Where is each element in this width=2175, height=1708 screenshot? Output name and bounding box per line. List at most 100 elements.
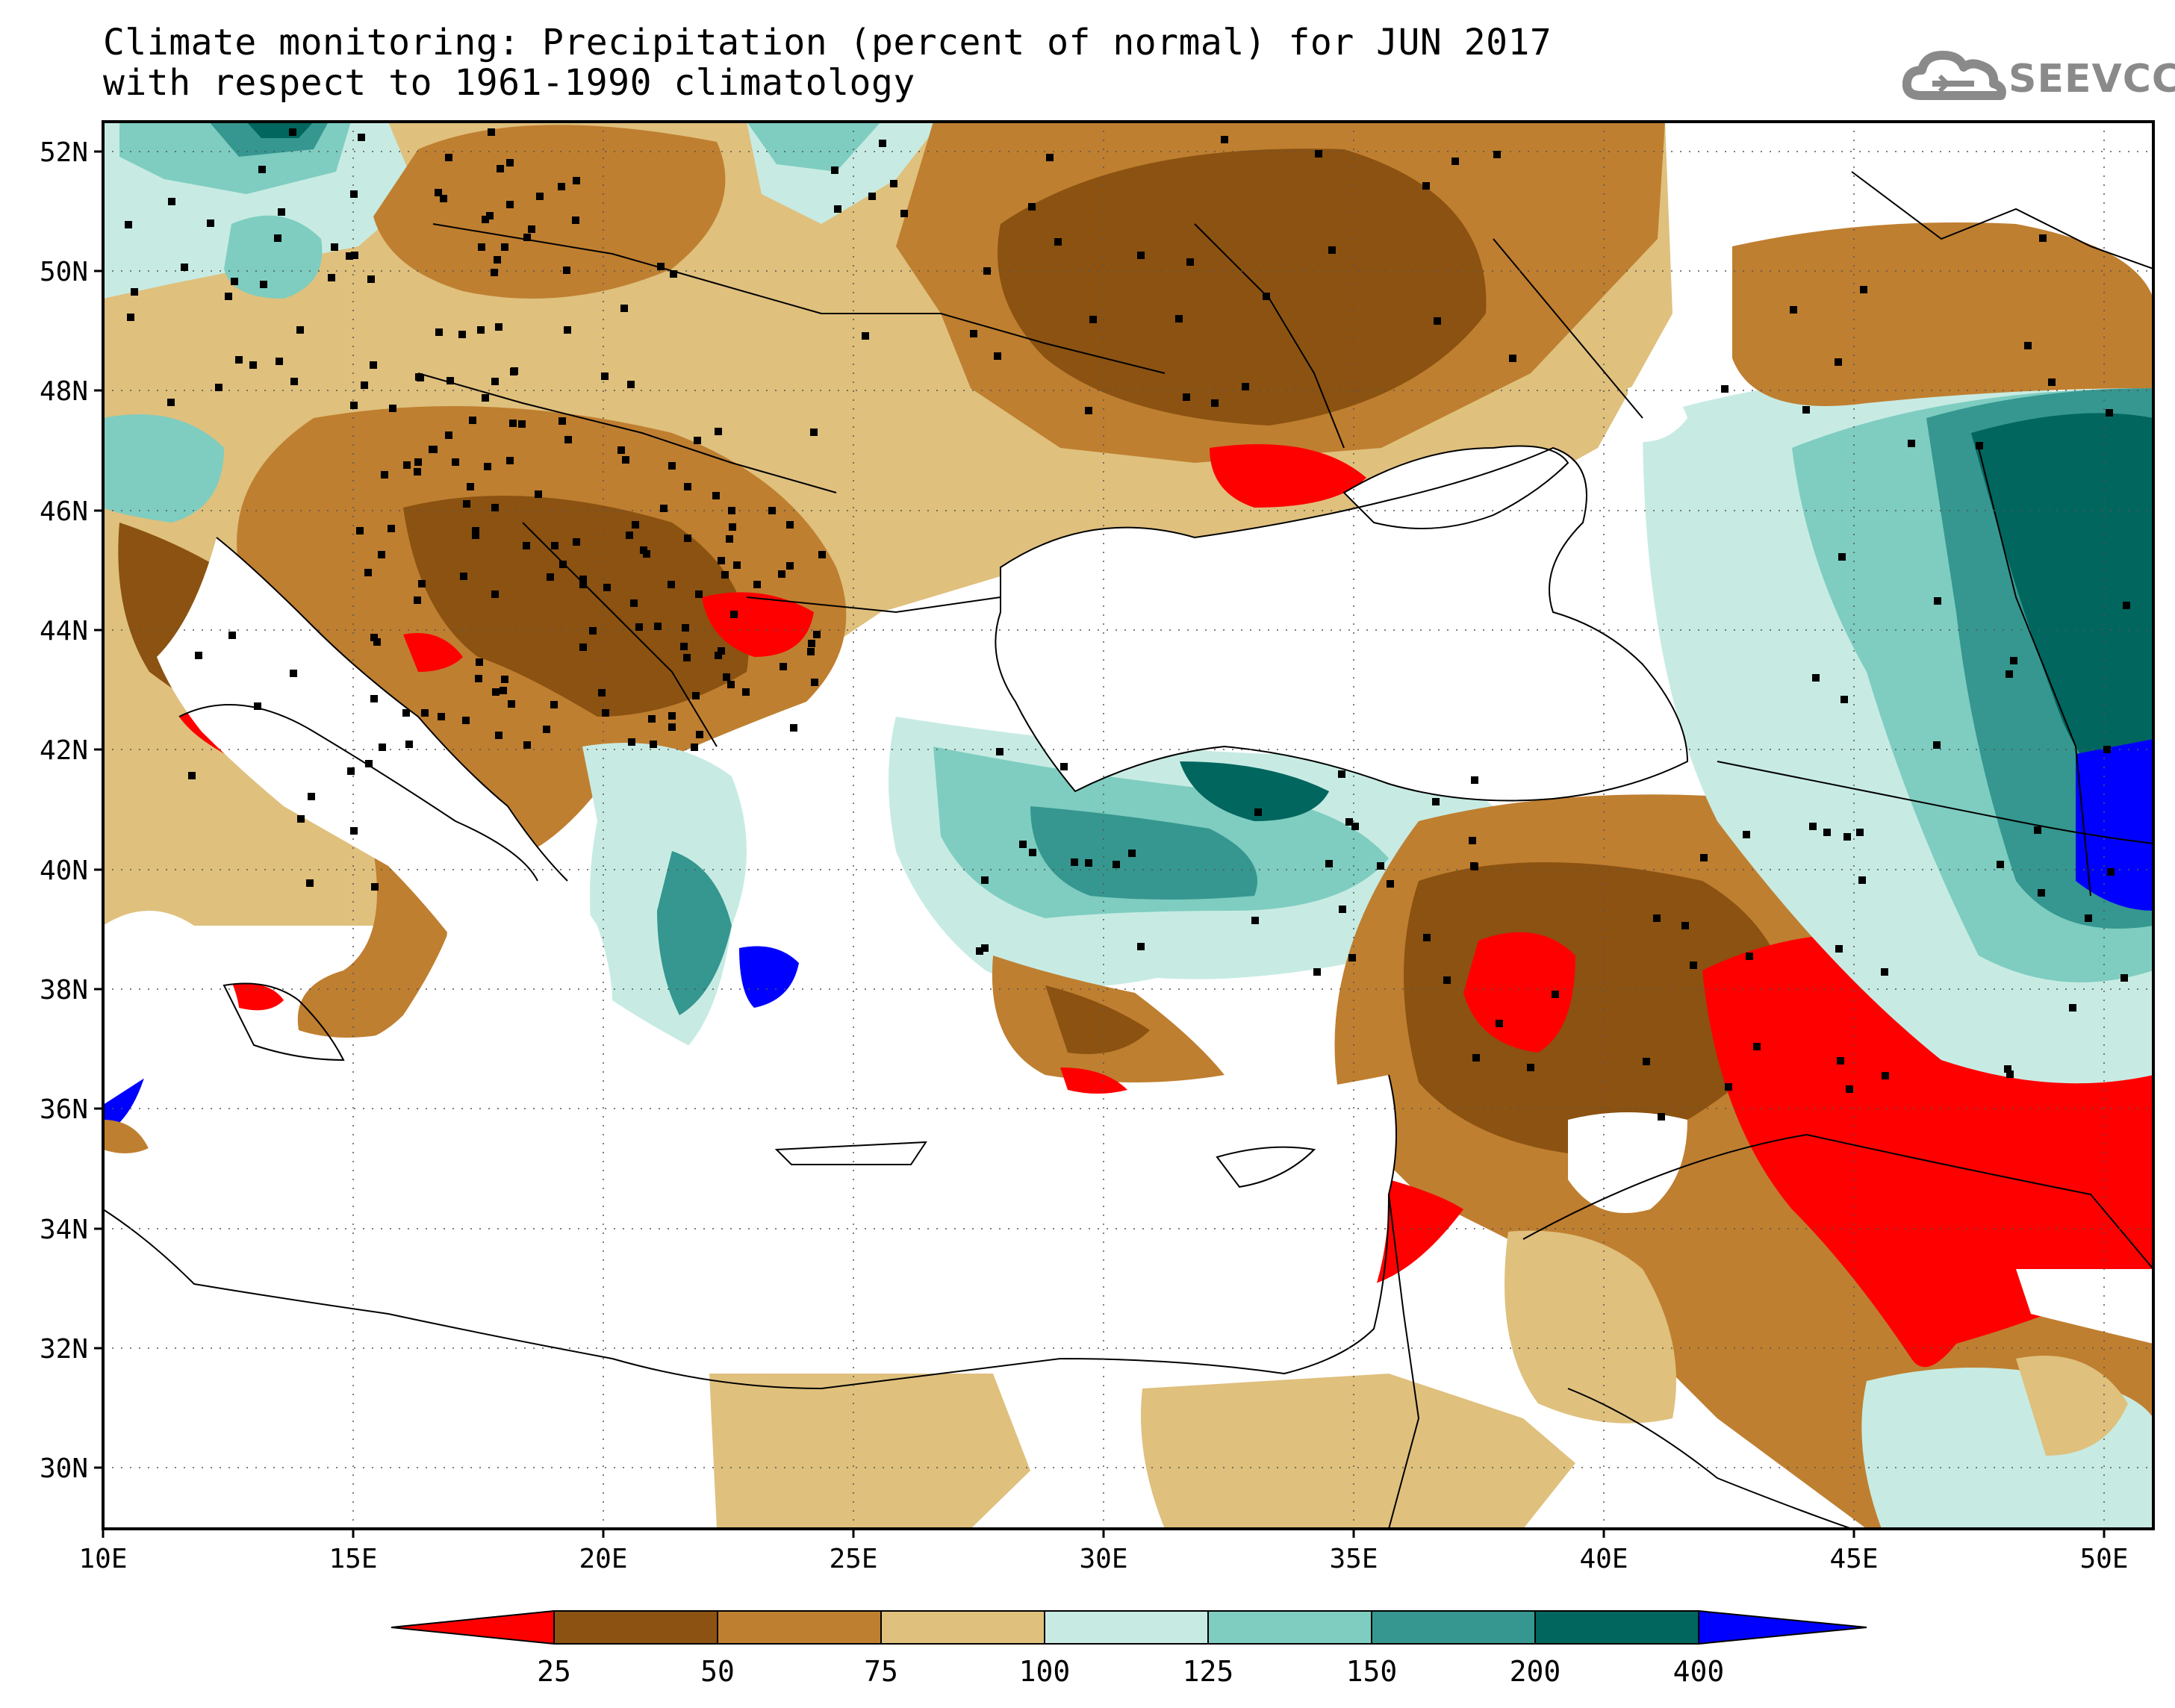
station-marker [497, 165, 504, 172]
station-marker [994, 352, 1001, 360]
station-marker [718, 557, 725, 564]
station-marker [484, 463, 491, 470]
station-marker [1681, 922, 1689, 929]
lon-label-25e: 25E [829, 1544, 877, 1574]
station-marker [1175, 315, 1183, 322]
station-marker [1071, 858, 1078, 866]
lat-label-36n: 36N [40, 1094, 88, 1125]
station-marker [207, 219, 214, 227]
station-marker [1254, 808, 1262, 816]
lat-label-44n: 44N [40, 616, 88, 646]
station-marker [1933, 741, 1941, 749]
station-marker [1843, 833, 1851, 841]
station-marker [1700, 854, 1708, 861]
station-marker [365, 760, 373, 767]
station-marker [890, 180, 897, 187]
station-marker [981, 876, 989, 884]
station-marker [2085, 914, 2092, 922]
station-marker [2120, 974, 2128, 982]
colorbar-50-75 [717, 1610, 882, 1645]
station-marker [1790, 306, 1797, 314]
station-marker [723, 673, 730, 681]
lat-label-32n: 32N [40, 1334, 88, 1365]
station-marker [729, 523, 736, 531]
station-marker [1422, 182, 1430, 190]
station-marker [810, 428, 818, 436]
station-marker [1019, 841, 1027, 848]
sea-areas [103, 384, 2153, 1359]
lat-label-52n: 52N [40, 137, 88, 168]
station-marker [1128, 850, 1136, 857]
station-marker [668, 581, 675, 588]
colorbar-125-150 [1207, 1610, 1372, 1645]
station-marker [370, 695, 378, 702]
station-marker [478, 243, 485, 251]
station-marker [367, 275, 375, 283]
station-marker [1060, 763, 1068, 770]
station-marker [564, 326, 571, 334]
station-marker [1860, 286, 1867, 293]
station-marker [1029, 849, 1036, 856]
station-marker [418, 580, 426, 587]
station-marker [472, 532, 479, 539]
station-marker [131, 288, 138, 296]
station-marker [1469, 837, 1476, 844]
station-marker [1387, 880, 1394, 888]
station-marker [786, 562, 794, 570]
station-marker [695, 590, 703, 598]
station-marker [1325, 860, 1333, 867]
station-marker [1725, 1083, 1732, 1091]
station-marker [1377, 862, 1384, 870]
station-marker [289, 128, 296, 136]
colorbar-label-150: 150 [1346, 1655, 1398, 1688]
station-marker [559, 561, 567, 568]
precipitation-field [103, 122, 2153, 1529]
station-marker [1908, 440, 1915, 447]
lon-label-50e: 50E [2079, 1544, 2128, 1574]
station-marker [1509, 355, 1516, 362]
station-marker [660, 505, 668, 512]
station-marker [445, 431, 452, 439]
station-marker [469, 417, 476, 424]
station-marker [1470, 862, 1478, 870]
station-marker [2024, 342, 2032, 349]
station-marker [381, 471, 388, 479]
station-marker [511, 367, 518, 375]
station-marker [370, 634, 378, 641]
station-marker [622, 456, 629, 464]
station-marker [547, 573, 554, 581]
station-marker [254, 702, 261, 710]
station-marker [981, 944, 989, 952]
station-marker [181, 264, 188, 271]
station-marker [628, 738, 635, 746]
station-marker [1432, 798, 1440, 805]
station-marker [414, 468, 421, 476]
station-marker [650, 741, 657, 748]
station-marker [635, 623, 643, 631]
station-marker [1643, 1058, 1650, 1065]
station-marker [463, 500, 470, 508]
station-marker [364, 569, 372, 576]
station-marker [373, 638, 381, 646]
colorbar-label-50: 50 [700, 1655, 735, 1688]
station-marker [523, 741, 531, 749]
station-marker [414, 458, 422, 466]
station-marker [682, 624, 689, 632]
station-marker [1835, 945, 1843, 953]
station-marker [808, 640, 815, 647]
station-marker [361, 381, 368, 389]
station-marker [435, 189, 442, 196]
station-marker [626, 532, 633, 539]
station-marker [225, 293, 232, 300]
station-marker [786, 521, 794, 529]
title-line-1: Climate monitoring: Precipitation (perce… [103, 22, 1552, 63]
station-marker [508, 700, 515, 708]
lat-label-34n: 34N [40, 1215, 88, 1245]
station-marker [551, 542, 558, 549]
station-marker [500, 687, 507, 694]
station-marker [1934, 597, 1941, 605]
station-marker [601, 373, 609, 380]
station-marker [350, 827, 358, 835]
station-marker [1348, 954, 1356, 961]
station-marker [579, 581, 587, 588]
